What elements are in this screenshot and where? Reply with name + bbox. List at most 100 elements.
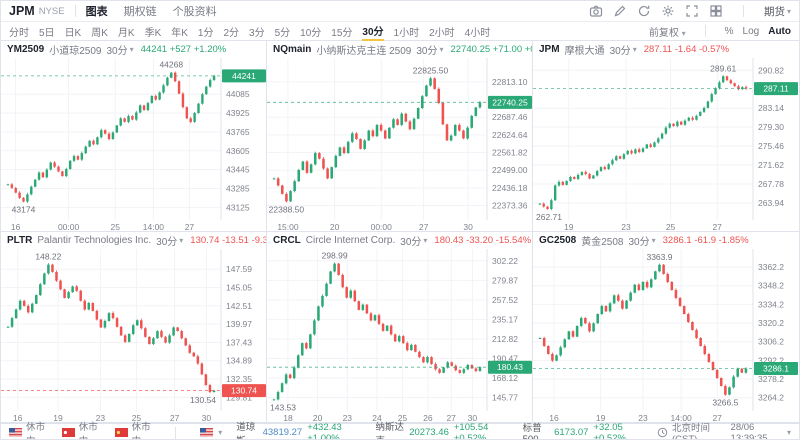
svg-text:129.81: 129.81 xyxy=(226,392,252,402)
svg-text:27: 27 xyxy=(712,413,722,423)
panel-quote: 130.74 -13.51 -9.37% xyxy=(190,235,266,246)
clock-area: 北京时间 (CST) 28/06 13:39:35 ▾ xyxy=(656,420,792,440)
svg-text:279.87: 279.87 xyxy=(492,275,518,285)
datetime-value: 28/06 13:39:35 xyxy=(730,421,768,440)
svg-text:00:00: 00:00 xyxy=(371,222,393,232)
interval-label: 30分 xyxy=(400,237,422,248)
panel-quote: 3286.1 -61.9 -1.85% xyxy=(662,235,749,246)
timeframe-10分[interactable]: 10分 xyxy=(300,28,322,39)
panel-interval-selector[interactable]: 30分 ▾ xyxy=(610,42,637,57)
chevron-down-icon[interactable]: ▾ xyxy=(787,428,792,437)
timeframe-2小时[interactable]: 2小时 xyxy=(429,28,455,39)
candlestick-chart[interactable]: 22373.36 22436.18 22499.00 22561.82 22624.64… xyxy=(267,58,533,232)
svg-text:283.14: 283.14 xyxy=(758,103,784,113)
panel-interval-selector[interactable]: 30分 ▾ xyxy=(416,42,443,57)
candlestick-chart[interactable]: 129.81 132.35 134.89 137.43 139.97 142.51 145.… xyxy=(1,249,267,423)
svg-text:130.74: 130.74 xyxy=(231,386,257,396)
candlestick-chart[interactable]: 43125 43285 43445 43605 43765 43925 44085 44241… xyxy=(1,58,267,232)
timeframe-月K[interactable]: 月K xyxy=(117,28,135,39)
timeframe-1分[interactable]: 1分 xyxy=(197,28,214,39)
timeframe-30分[interactable]: 30分 xyxy=(362,21,384,41)
svg-text:44085: 44085 xyxy=(226,89,250,99)
svg-text:22373.36: 22373.36 xyxy=(492,201,528,211)
tab-图表[interactable]: 图表 xyxy=(85,6,108,18)
last-price-badge xyxy=(754,362,798,376)
auto-scale-toggle[interactable]: Auto xyxy=(768,25,791,37)
chevron-down-icon: ▾ xyxy=(651,236,656,245)
svg-text:27: 27 xyxy=(446,413,456,423)
panel-interval-selector[interactable]: 30分 ▾ xyxy=(400,233,427,248)
index-道琼斯[interactable]: 道琼斯 43819.27 +432.43 +1.00% xyxy=(236,419,359,440)
svg-text:25: 25 xyxy=(666,222,676,232)
tab-期权链[interactable]: 期权链 xyxy=(123,6,157,18)
chevron-down-icon: ▾ xyxy=(439,45,444,54)
timeframe-5日[interactable]: 5日 xyxy=(39,28,55,39)
timezone-label: 北京时间 (CST) xyxy=(671,423,710,440)
adjust-mode-selector[interactable]: 前复权 ▾ xyxy=(648,27,686,39)
status-bar: 休市中 休市中 休市中 ▾ 道琼斯 43819.27 +432.43 +1.00% 纳斯达… xyxy=(1,420,799,440)
last-price-badge xyxy=(222,384,266,398)
refresh-icon[interactable] xyxy=(637,4,651,18)
index-change: +105.54 +0.52% xyxy=(453,421,489,440)
timeframe-日K[interactable]: 日K xyxy=(64,28,82,39)
panel-header: GC2508 黄金2508 30分 ▾ 3286.1 -61.9 -1.85% xyxy=(533,232,799,249)
svg-text:22687.46: 22687.46 xyxy=(492,112,528,122)
svg-text:263.94: 263.94 xyxy=(758,198,784,208)
index-标普500[interactable]: 标普500 6173.07 +32.05 +0.52% xyxy=(523,420,643,440)
chevron-down-icon: ▾ xyxy=(786,6,791,16)
candlestick-chart[interactable]: 145.77 168.12 190.47 212.82 235.17 257.52 279.… xyxy=(267,249,533,423)
panel-quote: 287.11 -1.64 -0.57% xyxy=(643,44,730,55)
svg-text:279.30: 279.30 xyxy=(758,122,784,132)
timeframe-分时[interactable]: 分时 xyxy=(9,28,29,39)
svg-text:3286.1: 3286.1 xyxy=(763,364,789,374)
candlestick-chart[interactable]: 3264.2 3278.2 3292.2 3306.2 3320.2 3334.2 3348… xyxy=(533,249,799,423)
tab-个股资料[interactable]: 个股资料 xyxy=(172,6,217,18)
panel-symbol: JPM xyxy=(539,44,560,55)
layout-grid-icon[interactable] xyxy=(709,4,723,18)
svg-text:3264.2: 3264.2 xyxy=(758,393,784,403)
svg-text:271.62: 271.62 xyxy=(758,160,784,170)
timeframe-3分[interactable]: 3分 xyxy=(249,28,265,39)
panel-name: 小道琼2509 xyxy=(49,46,102,57)
region-selector[interactable]: ▾ xyxy=(200,428,222,437)
timeframe-5分[interactable]: 5分 xyxy=(274,28,291,39)
panel-interval-selector[interactable]: 30分 ▾ xyxy=(629,233,656,248)
svg-text:27: 27 xyxy=(419,222,429,232)
timeframe-周K[interactable]: 周K xyxy=(91,28,108,39)
panel-interval-selector[interactable]: 30分 ▾ xyxy=(107,42,134,57)
svg-text:43174: 43174 xyxy=(12,205,36,215)
panel-quote: 22740.25 +71.00 +0.31% xyxy=(450,44,532,55)
svg-text:22388.50: 22388.50 xyxy=(269,204,305,214)
panel-symbol: NQmain xyxy=(273,44,312,55)
timeframe-季K[interactable]: 季K xyxy=(144,28,162,39)
edit-icon[interactable] xyxy=(613,4,627,18)
camera-icon[interactable] xyxy=(589,4,603,18)
svg-text:275.46: 275.46 xyxy=(758,141,784,151)
svg-text:3362.2: 3362.2 xyxy=(758,262,784,272)
svg-text:20: 20 xyxy=(330,222,340,232)
chevron-down-icon: ▾ xyxy=(218,428,223,437)
percent-scale-toggle[interactable]: % xyxy=(724,25,734,37)
svg-text:22813.10: 22813.10 xyxy=(492,77,528,87)
settings-icon[interactable] xyxy=(661,4,675,18)
candlestick-chart[interactable]: 263.94 267.78 271.62 275.46 279.30 283.14 290.… xyxy=(533,58,799,232)
timeframe-list: 分时 5日 日K 周K 月K 季K 年K 1分 2分 3分 5分 10分 15分 30分 1小时 2小时 4小时 xyxy=(9,21,490,41)
fullscreen-icon[interactable] xyxy=(685,4,699,18)
timeframe-1小时[interactable]: 1小时 xyxy=(393,28,420,39)
timeframe-2分[interactable]: 2分 xyxy=(223,28,240,39)
timeframe-年K[interactable]: 年K xyxy=(171,28,188,39)
svg-text:30: 30 xyxy=(463,222,473,232)
layout-selector[interactable]: 期货 ▾ xyxy=(763,5,791,18)
panel-quote: 180.43 -33.20 -15.54% xyxy=(434,235,532,246)
svg-text:44241: 44241 xyxy=(232,71,256,81)
index-纳斯达克[interactable]: 纳斯达克 20273.46 +105.54 +0.52% xyxy=(375,419,506,440)
panel-header: NQmain 小纳斯达克主连 2509 30分▾ 22740.25 +71.00 +0… xyxy=(267,41,532,58)
panel-interval-selector[interactable]: 30分 ▾ xyxy=(156,233,183,248)
timeframe-4小时[interactable]: 4小时 xyxy=(464,28,491,39)
timeframe-15分[interactable]: 15分 xyxy=(331,28,353,39)
log-scale-toggle[interactable]: Log xyxy=(742,25,760,37)
us-flag-icon xyxy=(200,428,214,437)
panel-header: PLTR Palantir Technologies Inc. 30分 ▾ 130.74… xyxy=(1,232,266,249)
panel-name: Palantir Technologies Inc. xyxy=(37,235,152,246)
